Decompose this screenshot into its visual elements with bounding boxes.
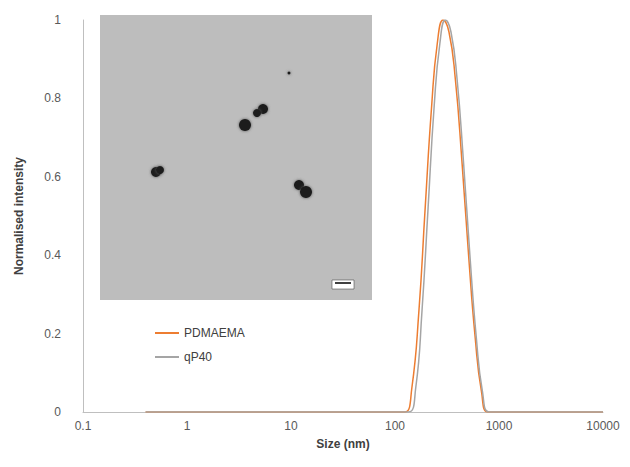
svg-text:100: 100: [385, 419, 405, 433]
svg-text:Size (nm): Size (nm): [316, 437, 369, 451]
svg-text:0.4: 0.4: [44, 248, 61, 262]
svg-text:0.8: 0.8: [44, 91, 61, 105]
svg-text:PDMAEMA: PDMAEMA: [184, 326, 245, 340]
svg-text:1000: 1000: [486, 419, 513, 433]
svg-text:10000: 10000: [586, 419, 620, 433]
svg-text:0.2: 0.2: [44, 327, 61, 341]
svg-text:qP40: qP40: [184, 350, 212, 364]
svg-text:1: 1: [54, 13, 61, 27]
svg-text:10: 10: [284, 419, 298, 433]
svg-text:Normalised intensity: Normalised intensity: [12, 157, 26, 275]
svg-text:0.6: 0.6: [44, 170, 61, 184]
svg-text:0.1: 0.1: [75, 419, 92, 433]
svg-text:0: 0: [54, 405, 61, 419]
svg-text:1: 1: [184, 419, 191, 433]
